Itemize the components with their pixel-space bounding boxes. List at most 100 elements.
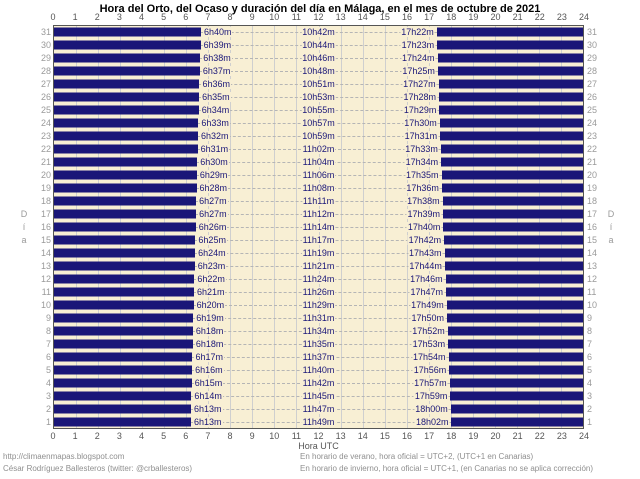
day-length-label: 10h55m bbox=[301, 105, 336, 116]
day-number: 11 bbox=[587, 287, 597, 298]
x-tick: 1 bbox=[72, 12, 78, 22]
sunset-time-label: 17h24m bbox=[400, 53, 436, 64]
x-tick: 6 bbox=[183, 12, 189, 22]
sunset-time-label: 17h49m bbox=[410, 299, 445, 310]
day-length-label: 10h53m bbox=[301, 92, 336, 103]
y-axis-label-letter: D bbox=[607, 209, 615, 219]
day-length-label: 11h17m bbox=[301, 234, 336, 245]
x-tick: 1 bbox=[72, 431, 78, 441]
x-tick: 17 bbox=[424, 12, 435, 22]
day-number: 12 bbox=[40, 274, 51, 285]
post-sunset-bar bbox=[449, 365, 583, 375]
footer-summer-note: En horario de verano, hora oficial = UTC… bbox=[300, 452, 534, 461]
post-sunset-bar bbox=[444, 235, 583, 245]
day-number: 19 bbox=[587, 182, 598, 193]
x-tick: 10 bbox=[269, 12, 280, 22]
x-tick: 18 bbox=[446, 12, 457, 22]
day-length-label: 10h42m bbox=[301, 27, 336, 38]
day-row: 6h29m 11h06m 17h35m bbox=[54, 169, 583, 182]
day-number: 20 bbox=[40, 169, 51, 180]
x-tick: 16 bbox=[401, 431, 413, 441]
day-number: 16 bbox=[40, 221, 51, 232]
sunset-time-label: 17h23m bbox=[400, 40, 436, 51]
sunset-time-label: 17h22m bbox=[400, 27, 435, 38]
x-tick: 0 bbox=[50, 12, 56, 22]
day-number: 31 bbox=[40, 26, 51, 37]
day-length-label: 11h40m bbox=[301, 364, 336, 375]
sunset-time-label: 17h47m bbox=[409, 286, 444, 297]
day-row: 6h23m 11h21m 17h44m bbox=[54, 259, 583, 272]
sunrise-time-label: 6h18m bbox=[194, 325, 225, 336]
sunset-time-label: 17h38m bbox=[406, 196, 441, 207]
x-tick: 0 bbox=[50, 431, 56, 441]
sunrise-time-label: 6h21m bbox=[195, 286, 226, 297]
day-number: 14 bbox=[40, 248, 51, 259]
post-sunset-bar bbox=[441, 157, 583, 167]
pre-sunrise-bar bbox=[54, 170, 197, 180]
day-numbers-left: 31 30 29 28 27 26 25 24 23 22 21 20 19 18 17 16 15 14 13 12… bbox=[29, 25, 51, 429]
x-tick: 15 bbox=[379, 12, 390, 22]
x-axis-top: 0 1 2 3 4 5 6 7 8 9 10 11 12 13 14 15 16 17 18 19 20 21 22 23 24 bbox=[50, 12, 589, 23]
x-tick: 24 bbox=[578, 12, 590, 22]
sunset-time-label: 17h43m bbox=[407, 247, 443, 258]
day-length-label: 11h47m bbox=[301, 403, 336, 414]
x-tick: 8 bbox=[227, 431, 233, 441]
pre-sunrise-bar bbox=[54, 313, 194, 323]
post-sunset-bar bbox=[438, 79, 583, 89]
post-sunset-bar bbox=[437, 40, 583, 50]
day-row: 6h33m 10h57m 17h30m bbox=[54, 117, 583, 130]
sunrise-time-label: 6h28m bbox=[198, 183, 229, 194]
post-sunset-bar bbox=[446, 300, 583, 310]
pre-sunrise-bar bbox=[54, 183, 197, 193]
day-number: 5 bbox=[45, 365, 51, 376]
sunset-time-label: 17h42m bbox=[407, 234, 443, 245]
day-row: 6h37m 10h48m 17h25m bbox=[54, 65, 583, 78]
day-row: 6h22m 11h24m 17h46m bbox=[54, 272, 583, 285]
post-sunset-bar bbox=[447, 313, 583, 323]
day-length-label: 11h35m bbox=[301, 338, 336, 349]
day-row: 6h18m 11h34m 17h52m bbox=[54, 324, 583, 337]
sunrise-time-label: 6h40m bbox=[202, 27, 233, 38]
day-length-label: 11h26m bbox=[301, 286, 336, 297]
sunrise-time-label: 6h39m bbox=[202, 40, 233, 51]
x-tick: 2 bbox=[94, 431, 100, 441]
footer-winter-note: En horario de invierno, hora oficial = U… bbox=[300, 464, 594, 473]
post-sunset-bar bbox=[444, 261, 583, 271]
x-axis-bottom: 0 1 2 3 4 5 6 7 8 9 10 11 12 13 14 15 16 17 18 19 20 21 22 23 24 bbox=[50, 431, 589, 442]
day-row: 6h31m 11h02m 17h33m bbox=[54, 143, 583, 156]
day-length-label: 10h46m bbox=[301, 53, 336, 64]
day-number: 10 bbox=[40, 300, 51, 311]
x-tick: 19 bbox=[468, 12, 479, 22]
day-row: 6h38m 10h46m 17h24m bbox=[54, 52, 583, 65]
x-tick: 4 bbox=[138, 431, 145, 441]
sunset-time-label: 17h57m bbox=[413, 377, 448, 388]
pre-sunrise-bar bbox=[54, 417, 192, 426]
sunset-time-label: 18h00m bbox=[414, 403, 449, 414]
pre-sunrise-bar bbox=[54, 235, 196, 245]
day-number: 22 bbox=[587, 143, 598, 154]
day-number: 12 bbox=[587, 274, 598, 285]
pre-sunrise-bar bbox=[54, 222, 196, 232]
day-length-label: 11h19m bbox=[301, 247, 336, 258]
x-tick: 10 bbox=[269, 431, 280, 441]
sunset-time-label: 17h46m bbox=[409, 273, 444, 284]
pre-sunrise-bar bbox=[54, 378, 192, 388]
day-number: 20 bbox=[587, 169, 598, 180]
day-row: 6h25m 11h17m 17h42m bbox=[54, 233, 583, 246]
sunrise-time-label: 6h27m bbox=[198, 196, 228, 207]
pre-sunrise-bar bbox=[54, 339, 193, 349]
day-number: 4 bbox=[587, 378, 593, 389]
day-number: 24 bbox=[40, 117, 51, 128]
pre-sunrise-bar bbox=[54, 196, 197, 206]
day-number: 13 bbox=[40, 261, 51, 272]
post-sunset-bar bbox=[443, 209, 583, 219]
pre-sunrise-bar bbox=[54, 287, 194, 297]
post-sunset-bar bbox=[449, 378, 583, 388]
x-tick: 24 bbox=[578, 431, 590, 441]
day-length-label: 11h45m bbox=[301, 390, 336, 401]
sunrise-time-label: 6h30m bbox=[199, 157, 229, 168]
x-tick: 14 bbox=[357, 431, 368, 441]
sunset-time-label: 17h35m bbox=[405, 170, 440, 181]
day-row: 6h35m 10h53m 17h28m bbox=[54, 91, 583, 104]
x-tick: 11 bbox=[291, 431, 302, 441]
